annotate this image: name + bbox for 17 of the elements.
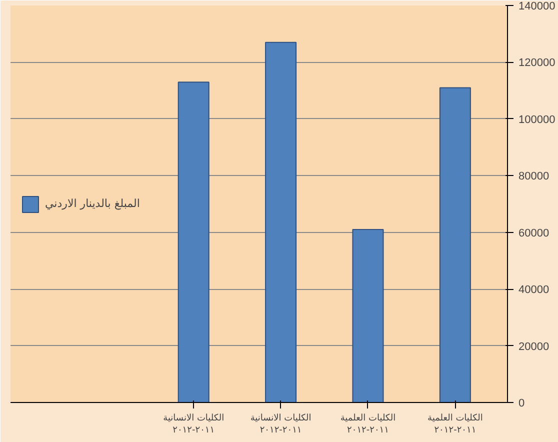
y-tick-label: 80000 [518,170,550,183]
y-tick-label: 100000 [518,114,556,126]
x-tick-label: الكليات العلمية ٢٠١١-٢٠١٢ [340,414,396,436]
y-tick-label: 40000 [518,284,550,296]
y-tick-label: 60000 [518,227,550,240]
x-tick-label: الكليات العلمية ٢٠١١-٢٠١٢ [428,414,483,436]
bar [352,229,384,402]
legend-label: المبلغ بالدينار الاردني [45,197,140,210]
x-tick-label: الكليات الانسانية ٢٠١١-٢٠١٢ [163,414,224,436]
x-tick-label: الكليات الانسانية ٢٠١١-٢٠١٢ [250,414,312,436]
y-tick-label: 0 [518,398,525,410]
bar [265,42,297,402]
y-tick-label: 140000 [518,0,556,12]
y-tick-label: 20000 [518,340,550,353]
y-tick-label: 120000 [518,57,556,70]
bar [439,87,471,402]
bar [178,82,210,402]
